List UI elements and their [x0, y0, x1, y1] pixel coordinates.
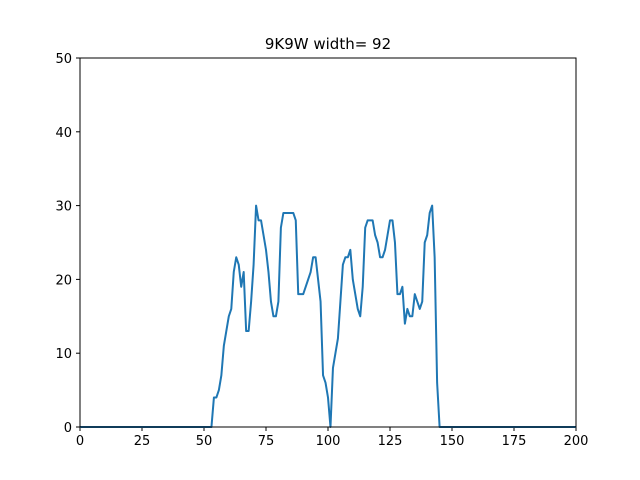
x-tick-label: 125 — [378, 434, 403, 449]
plot-frame — [79, 57, 577, 428]
series-line — [80, 204, 576, 428]
x-tick-label: 50 — [196, 434, 213, 449]
y-tick-label: 40 — [55, 126, 72, 141]
y-tick-label: 10 — [55, 347, 72, 362]
y-tick-label: 50 — [55, 52, 72, 67]
y-tick-label: 30 — [55, 200, 72, 215]
x-tick-label: 200 — [564, 434, 589, 449]
y-tick-label: 20 — [55, 273, 72, 288]
x-tick-label: 175 — [502, 434, 527, 449]
x-tick-label: 150 — [440, 434, 465, 449]
x-tick-label: 100 — [316, 434, 341, 449]
x-ticks: 0 25 50 75 100 125 150 175 200 — [76, 427, 589, 449]
y-ticks: 0 10 20 30 40 50 — [55, 52, 80, 436]
x-tick-label: 25 — [134, 434, 151, 449]
y-tick-label: 0 — [64, 421, 72, 436]
x-tick-label: 75 — [258, 434, 275, 449]
chart-title: 9K9W width= 92 — [265, 35, 391, 53]
x-tick-label: 0 — [76, 434, 84, 449]
